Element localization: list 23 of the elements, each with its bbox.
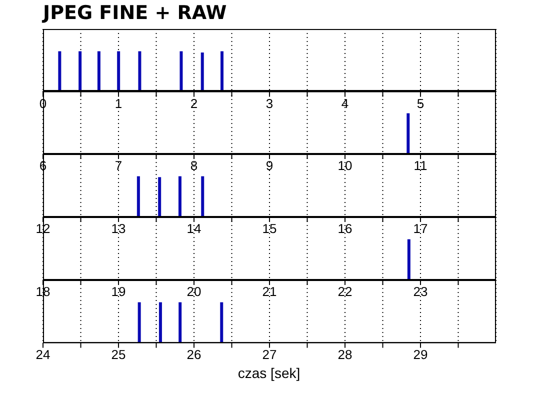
x-tick-label: 4 (341, 96, 349, 111)
x-tick-label: 14 (186, 221, 202, 236)
x-tick-label: 28 (338, 346, 352, 362)
x-tick-label: 26 (186, 346, 202, 362)
x-axis-title: czas [sek] (236, 364, 302, 381)
x-tick-label: 8 (190, 158, 198, 174)
x-tick-label: 13 (111, 221, 126, 236)
x-tick-label: 15 (262, 221, 277, 236)
x-tick-label: 11 (414, 158, 428, 174)
x-tick-label: 27 (262, 346, 277, 362)
x-tick-label: 19 (111, 284, 126, 300)
x-tick-label: 22 (338, 284, 352, 300)
chart-title: JPEG FINE + RAW (43, 2, 227, 24)
x-tick-label: 21 (262, 284, 277, 300)
x-tick-label: 9 (266, 158, 274, 174)
x-tick-label: 10 (338, 158, 352, 174)
x-tick-label: 29 (413, 346, 428, 362)
x-tick-label: 23 (413, 284, 428, 300)
x-tick-label: 17 (413, 221, 428, 236)
x-tick-label: 16 (338, 221, 352, 236)
x-tick-label: 20 (186, 284, 202, 300)
x-tick-label: 25 (111, 346, 126, 362)
x-tick-label: 24 (36, 346, 50, 362)
